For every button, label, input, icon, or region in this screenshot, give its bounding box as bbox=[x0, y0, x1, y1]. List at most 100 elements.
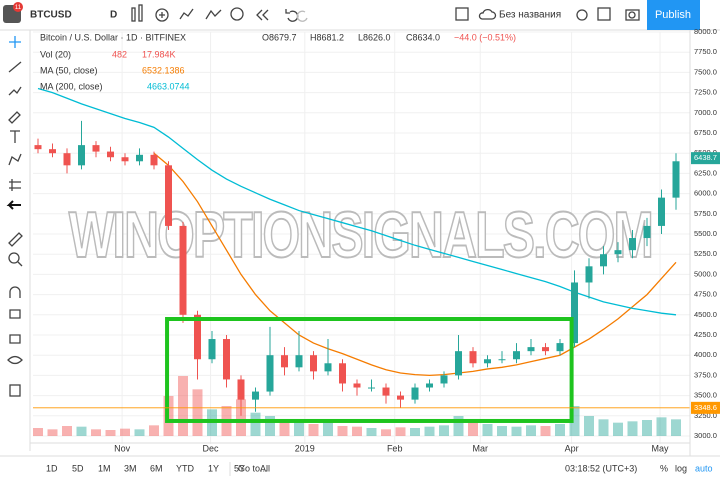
candle-body bbox=[121, 157, 129, 162]
bottom-bar: 1D 5D 1M 3M 6M YTD 1Y 5Y All bbox=[46, 462, 270, 476]
volume-bar bbox=[120, 428, 130, 436]
candle-body bbox=[107, 151, 114, 158]
candle-body bbox=[513, 351, 520, 360]
highlight-box bbox=[165, 317, 574, 423]
candle-body bbox=[658, 197, 665, 226]
candle-body bbox=[542, 347, 549, 352]
publish-label[interactable]: Publish bbox=[655, 9, 691, 21]
candle-body bbox=[208, 339, 216, 360]
candle-body bbox=[179, 225, 187, 315]
volume-bar bbox=[105, 430, 116, 436]
period-button[interactable]: YTD bbox=[176, 463, 195, 473]
candle-body bbox=[440, 375, 448, 384]
candle-body bbox=[237, 379, 245, 400]
candle-body bbox=[484, 359, 491, 364]
volume-bar bbox=[395, 427, 406, 436]
drawing-tools[interactable] bbox=[6, 36, 23, 397]
candle-body bbox=[556, 343, 564, 352]
indicator-name: MA (50, close) bbox=[40, 65, 98, 75]
volume-bar bbox=[453, 416, 464, 436]
candle-body bbox=[455, 351, 462, 376]
auto-toggle[interactable]: auto bbox=[695, 463, 713, 473]
legend-close: C8634.0 bbox=[406, 32, 440, 42]
price-label-box bbox=[691, 152, 720, 165]
y-tick-label: 3500.0 bbox=[694, 391, 717, 400]
volume-bar bbox=[613, 422, 623, 436]
volume-bar bbox=[366, 428, 377, 436]
y-tick-label: 7250.0 bbox=[694, 88, 717, 97]
y-tick-label: 6000.0 bbox=[694, 189, 717, 198]
volume-bar bbox=[192, 389, 203, 436]
goto[interactable]: Go to... bbox=[238, 463, 268, 473]
period-button[interactable]: 1Y bbox=[208, 463, 219, 473]
toolbar-icons[interactable] bbox=[131, 4, 640, 22]
candle-body bbox=[49, 149, 56, 154]
volume-bar bbox=[584, 416, 594, 436]
log-toggle[interactable]: log bbox=[675, 463, 687, 473]
period-button[interactable]: 1M bbox=[98, 463, 111, 473]
y-tick-label: 7500.0 bbox=[694, 67, 717, 76]
y-tick-label: 6250.0 bbox=[694, 168, 717, 177]
y-tick-label: 4500.0 bbox=[694, 310, 717, 319]
volume-bar bbox=[91, 429, 101, 436]
candle-body bbox=[324, 363, 332, 372]
layout-name[interactable]: Без названия bbox=[499, 10, 561, 21]
volume-bar bbox=[381, 429, 391, 436]
indicator-value: 482 bbox=[112, 49, 127, 59]
price-label: 6438.7 bbox=[694, 153, 717, 162]
volume-bar bbox=[149, 425, 159, 436]
volume-bar bbox=[76, 426, 87, 436]
candle-body bbox=[252, 391, 259, 400]
x-tick-label: Nov bbox=[114, 443, 131, 453]
x-tick-label: 2019 bbox=[295, 443, 315, 453]
candle-body bbox=[136, 154, 143, 162]
watermark: WINOPTIONSIGNALS.COM bbox=[69, 199, 652, 272]
left-toolbar bbox=[0, 31, 30, 451]
publish-button[interactable] bbox=[647, 0, 700, 30]
period-button[interactable]: 6M bbox=[150, 463, 163, 473]
volume-bar bbox=[410, 428, 420, 436]
y-tick-label: 4250.0 bbox=[694, 330, 717, 339]
candle-body bbox=[411, 387, 419, 400]
candle-body bbox=[498, 359, 506, 361]
candle-body bbox=[150, 154, 158, 166]
volume-bar bbox=[569, 406, 580, 436]
y-tick-label: 5750.0 bbox=[694, 209, 717, 218]
candle-body bbox=[223, 339, 230, 380]
candle-body bbox=[34, 145, 42, 150]
period-button[interactable]: 5D bbox=[72, 463, 84, 473]
percent-toggle[interactable]: % bbox=[660, 463, 668, 473]
candle-body bbox=[397, 395, 404, 400]
plot: WINOPTIONSIGNALS.COM bbox=[33, 31, 690, 444]
period-button[interactable]: 5Y bbox=[234, 463, 245, 473]
volume-bar bbox=[627, 421, 638, 436]
interval[interactable]: D bbox=[110, 10, 117, 21]
candle-body bbox=[600, 254, 607, 267]
period-button[interactable]: 3M bbox=[124, 463, 137, 473]
volume-bar bbox=[497, 426, 507, 436]
volume-bar bbox=[482, 424, 493, 436]
x-tick-label: Feb bbox=[387, 443, 403, 453]
legend-open: O8679.7 bbox=[262, 32, 297, 42]
period-button[interactable]: All bbox=[260, 463, 270, 473]
period-button[interactable]: 1D bbox=[46, 463, 58, 473]
candle-body bbox=[585, 266, 593, 283]
volume-bar bbox=[540, 426, 551, 436]
indicator-value: 4663.0744 bbox=[147, 81, 190, 91]
volume-bar bbox=[642, 420, 652, 436]
price-label: 3348.6 bbox=[694, 403, 717, 412]
candle-body bbox=[469, 351, 477, 364]
y-tick-label: 5000.0 bbox=[694, 269, 717, 278]
volume-bar bbox=[236, 399, 246, 436]
candle-body bbox=[281, 355, 288, 368]
candle-body bbox=[672, 161, 680, 198]
candle-body bbox=[382, 387, 390, 396]
indicator-value: 6532.1386 bbox=[142, 65, 185, 75]
candle-body bbox=[92, 145, 100, 152]
volume-bar bbox=[526, 425, 536, 436]
symbol[interactable]: BTCUSD bbox=[30, 10, 72, 21]
candle-body bbox=[368, 387, 375, 389]
